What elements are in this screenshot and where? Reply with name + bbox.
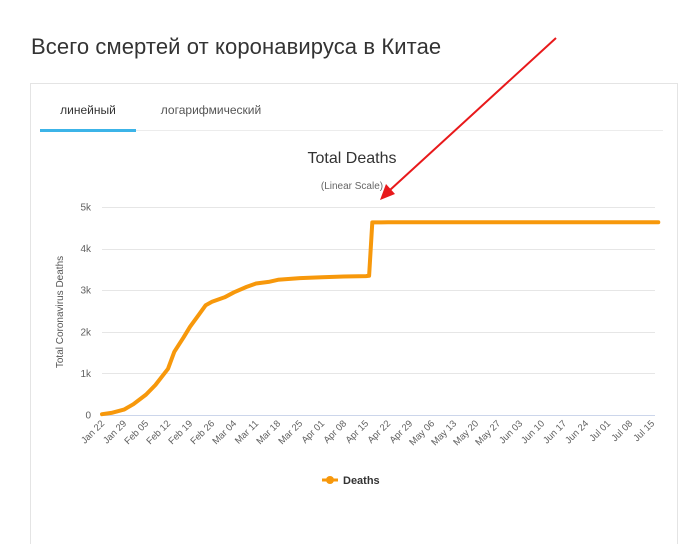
- x-tick-label: Apr 08: [322, 418, 350, 446]
- x-tick-label: Jul 01: [587, 418, 613, 444]
- chart-title: Total Deaths: [308, 150, 397, 167]
- tab-logarithmic[interactable]: логарифмический: [160, 103, 262, 117]
- x-tick-label: Jan 22: [79, 418, 107, 446]
- x-tick-label: Mar 04: [210, 418, 239, 447]
- series-group: [100, 220, 661, 417]
- active-tab-indicator: [40, 129, 136, 132]
- x-tick-label: Jun 03: [497, 418, 525, 446]
- y-tick-label: 2k: [80, 327, 92, 338]
- x-tick-label: Jun 24: [563, 418, 591, 446]
- x-tick-label: Jul 08: [609, 418, 635, 444]
- tab-linear[interactable]: линейный: [60, 103, 116, 117]
- x-tick-label: Apr 15: [344, 418, 372, 446]
- deaths-series-line[interactable]: [100, 220, 661, 417]
- page-title: Всего смертей от коронавируса в Китае: [31, 34, 442, 59]
- x-tick-label: Jul 15: [631, 418, 657, 444]
- y-tick-label: 4k: [80, 244, 92, 255]
- legend-series-swatch-marker: [326, 476, 334, 484]
- y-tick-label: 3k: [80, 286, 92, 297]
- chart-subtitle: (Linear Scale): [321, 181, 383, 192]
- x-tick-label: Apr 22: [366, 418, 394, 446]
- x-tick-label: Mar 25: [276, 418, 305, 447]
- chart-card: [30, 83, 678, 544]
- y-tick-label: 0: [85, 411, 91, 422]
- y-tick-label: 1k: [80, 369, 92, 380]
- y-axis-ticks: 0 1k 2k 3k 4k 5k: [80, 203, 92, 422]
- legend-label-deaths: Deaths: [343, 475, 380, 487]
- gridlines: [102, 207, 655, 374]
- legend[interactable]: Deaths: [322, 475, 380, 487]
- scale-tab-bar: линейный логарифмический: [40, 93, 663, 132]
- x-tick-label: Apr 01: [300, 418, 328, 446]
- y-tick-label: 5k: [80, 203, 92, 214]
- y-axis-title: Total Coronavirus Deaths: [55, 256, 66, 368]
- x-tick-label: Jun 17: [541, 418, 569, 446]
- x-tick-label: Jun 10: [519, 418, 547, 446]
